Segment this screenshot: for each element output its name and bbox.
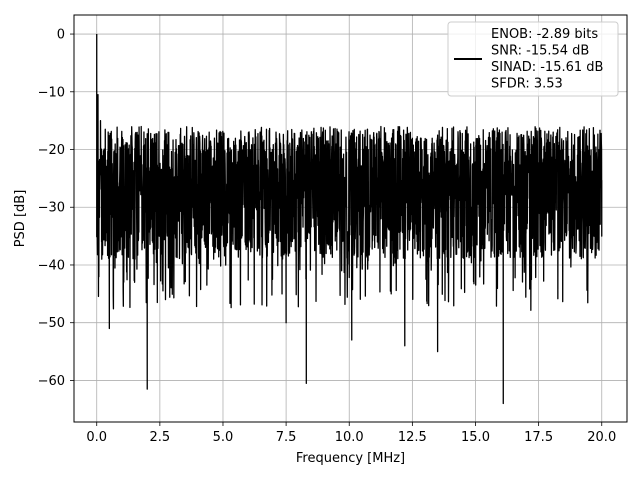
legend-sinad: SINAD: -15.61 dB [491, 60, 603, 75]
x-axis-label: Frequency [MHz] [296, 451, 405, 466]
y-tick-label: 0 [57, 28, 65, 43]
y-axis-label: PSD [dB] [13, 190, 28, 248]
psd-series-line [96, 34, 603, 405]
x-tick-label: 10.0 [335, 430, 364, 445]
x-tick-label: 7.5 [276, 430, 297, 445]
y-tick-label: −50 [38, 316, 65, 331]
legend-enob: ENOB: -2.89 bits [491, 27, 598, 42]
legend-sfdr: SFDR: 3.53 [491, 77, 563, 92]
y-axis-ticks: 0 −10 −20 −30 −40 −50 −60 [38, 28, 74, 389]
x-tick-label: 17.5 [524, 430, 553, 445]
y-tick-label: −20 [38, 143, 65, 158]
x-tick-label: 15.0 [461, 430, 490, 445]
x-axis-ticks: 0.0 2.5 5.0 7.5 10.0 12.5 15.0 17.5 20.0 [86, 422, 616, 445]
legend-snr: SNR: -15.54 dB [491, 44, 589, 59]
axes-frame [73, 14, 628, 423]
x-tick-label: 5.0 [213, 430, 234, 445]
x-tick-label: 20.0 [587, 430, 616, 445]
legend-box [447, 21, 619, 97]
y-tick-label: −40 [38, 258, 65, 273]
y-tick-label: −10 [38, 85, 65, 100]
legend: ENOB: -2.89 bits SNR: -15.54 dB SINAD: -… [447, 21, 619, 97]
plot-series-group [96, 34, 603, 405]
y-tick-label: −30 [38, 201, 65, 216]
y-tick-label: −60 [38, 374, 65, 389]
x-tick-label: 2.5 [150, 430, 171, 445]
x-tick-label: 0.0 [86, 430, 107, 445]
x-tick-label: 12.5 [398, 430, 427, 445]
